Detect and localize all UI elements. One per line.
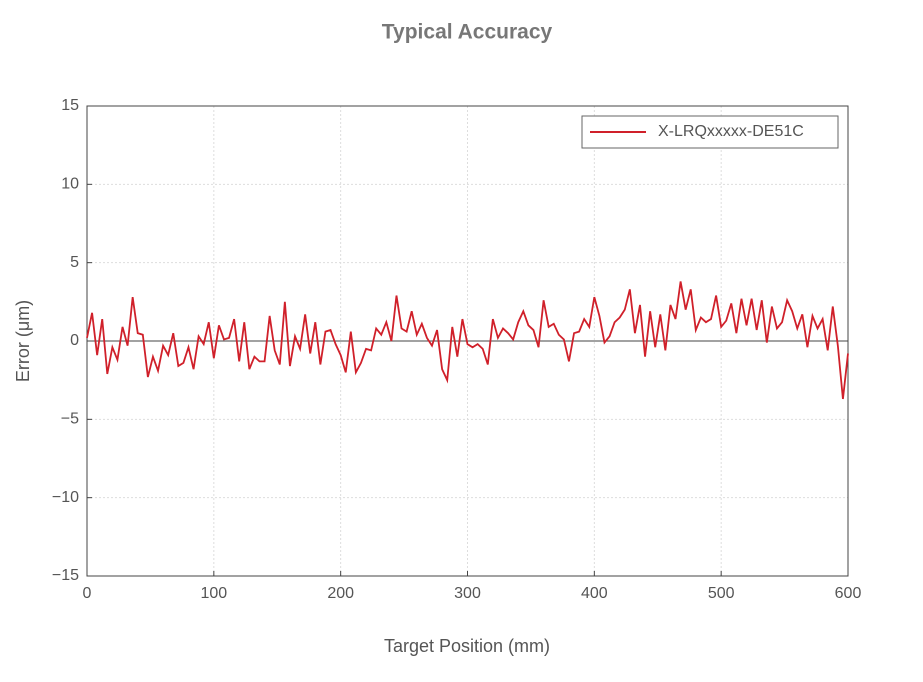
x-axis-label: Target Position (mm) — [384, 636, 550, 656]
data-line — [86, 281, 849, 400]
y-tick-label: 15 — [61, 97, 79, 114]
x-tick-label: 300 — [454, 585, 481, 602]
y-tick-label: 0 — [70, 332, 79, 349]
y-tick-label: −10 — [52, 489, 79, 506]
x-tick-label: 100 — [200, 585, 227, 602]
x-tick-label: 600 — [835, 585, 862, 602]
x-tick-label: 400 — [581, 585, 608, 602]
x-tick-label: 0 — [83, 585, 92, 602]
chart-title: Typical Accuracy — [382, 21, 553, 44]
y-axis-label: Error (μm) — [13, 300, 33, 382]
legend-label: X-LRQxxxxx-DE51C — [658, 123, 804, 140]
x-tick-label: 500 — [708, 585, 735, 602]
y-tick-label: −5 — [61, 411, 79, 428]
x-tick-label: 200 — [327, 585, 354, 602]
plot-frame — [86, 105, 849, 577]
y-tick-label: 5 — [70, 254, 79, 271]
y-tick-label: 10 — [61, 176, 79, 193]
y-tick-label: −15 — [52, 567, 79, 584]
